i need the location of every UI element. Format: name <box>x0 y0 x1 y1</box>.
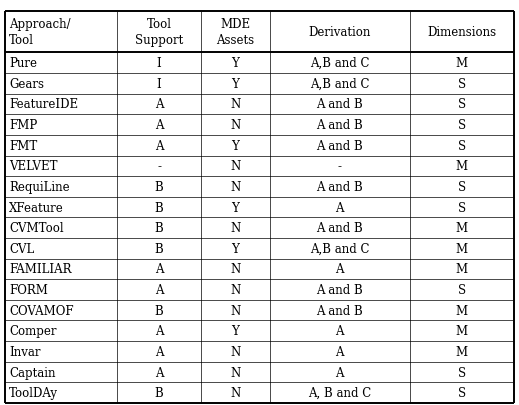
Text: A: A <box>155 366 163 379</box>
Text: B: B <box>155 181 163 194</box>
Text: M: M <box>456 263 468 276</box>
Text: FMP: FMP <box>9 119 37 132</box>
Text: B: B <box>155 304 163 317</box>
Text: B: B <box>155 386 163 399</box>
Text: A: A <box>155 284 163 296</box>
Text: S: S <box>458 98 466 111</box>
Text: A,B and C: A,B and C <box>310 57 370 70</box>
Text: ToolDAy: ToolDAy <box>9 386 58 399</box>
Text: S: S <box>458 181 466 194</box>
Text: M: M <box>456 57 468 70</box>
Text: COVAMOF: COVAMOF <box>9 304 74 317</box>
Text: N: N <box>230 98 240 111</box>
Text: Tool
Support: Tool Support <box>135 18 183 47</box>
Text: A: A <box>155 119 163 132</box>
Text: A and B: A and B <box>316 181 363 194</box>
Text: A and B: A and B <box>316 284 363 296</box>
Text: N: N <box>230 222 240 234</box>
Text: A: A <box>155 139 163 152</box>
Text: S: S <box>458 284 466 296</box>
Text: Y: Y <box>231 201 239 214</box>
Text: A and B: A and B <box>316 304 363 317</box>
Text: B: B <box>155 242 163 255</box>
Text: A,B and C: A,B and C <box>310 78 370 91</box>
Text: M: M <box>456 160 468 173</box>
Text: Gears: Gears <box>9 78 44 91</box>
Text: B: B <box>155 222 163 234</box>
Text: Y: Y <box>231 139 239 152</box>
Text: CVMTool: CVMTool <box>9 222 64 234</box>
Text: A: A <box>155 345 163 358</box>
Text: A: A <box>155 263 163 276</box>
Text: A: A <box>335 324 344 337</box>
Text: A and B: A and B <box>316 139 363 152</box>
Text: N: N <box>230 160 240 173</box>
Text: A: A <box>335 201 344 214</box>
Text: M: M <box>456 242 468 255</box>
Text: N: N <box>230 263 240 276</box>
Text: Y: Y <box>231 242 239 255</box>
Text: A: A <box>335 263 344 276</box>
Text: M: M <box>456 222 468 234</box>
Text: S: S <box>458 201 466 214</box>
Text: A: A <box>155 324 163 337</box>
Text: S: S <box>458 78 466 91</box>
Text: MDE
Assets: MDE Assets <box>216 18 254 47</box>
Text: Dimensions: Dimensions <box>427 26 496 39</box>
Text: FAMILIAR: FAMILIAR <box>9 263 72 276</box>
Text: N: N <box>230 386 240 399</box>
Text: A and B: A and B <box>316 119 363 132</box>
Text: FMT: FMT <box>9 139 37 152</box>
Text: N: N <box>230 304 240 317</box>
Text: N: N <box>230 366 240 379</box>
Text: Y: Y <box>231 57 239 70</box>
Text: Captain: Captain <box>9 366 56 379</box>
Text: S: S <box>458 139 466 152</box>
Text: Invar: Invar <box>9 345 41 358</box>
Text: S: S <box>458 386 466 399</box>
Text: A and B: A and B <box>316 98 363 111</box>
Text: N: N <box>230 181 240 194</box>
Text: I: I <box>157 78 161 91</box>
Text: N: N <box>230 345 240 358</box>
Text: M: M <box>456 304 468 317</box>
Text: A: A <box>335 345 344 358</box>
Text: A: A <box>335 366 344 379</box>
Text: FORM: FORM <box>9 284 48 296</box>
Text: N: N <box>230 119 240 132</box>
Text: A, B and C: A, B and C <box>308 386 371 399</box>
Text: Comper: Comper <box>9 324 57 337</box>
Text: M: M <box>456 324 468 337</box>
Text: -: - <box>337 160 342 173</box>
Text: RequiLine: RequiLine <box>9 181 70 194</box>
Text: A: A <box>155 98 163 111</box>
Text: XFeature: XFeature <box>9 201 64 214</box>
Text: -: - <box>157 160 161 173</box>
Text: S: S <box>458 119 466 132</box>
Text: Derivation: Derivation <box>308 26 371 39</box>
Text: Y: Y <box>231 78 239 91</box>
Text: A,B and C: A,B and C <box>310 242 370 255</box>
Text: A and B: A and B <box>316 222 363 234</box>
Text: VELVET: VELVET <box>9 160 58 173</box>
Text: Approach/
Tool: Approach/ Tool <box>9 18 71 47</box>
Text: I: I <box>157 57 161 70</box>
Text: N: N <box>230 284 240 296</box>
Text: S: S <box>458 366 466 379</box>
Text: M: M <box>456 345 468 358</box>
Text: CVL: CVL <box>9 242 35 255</box>
Text: FeatureIDE: FeatureIDE <box>9 98 78 111</box>
Text: Y: Y <box>231 324 239 337</box>
Text: B: B <box>155 201 163 214</box>
Text: Pure: Pure <box>9 57 37 70</box>
